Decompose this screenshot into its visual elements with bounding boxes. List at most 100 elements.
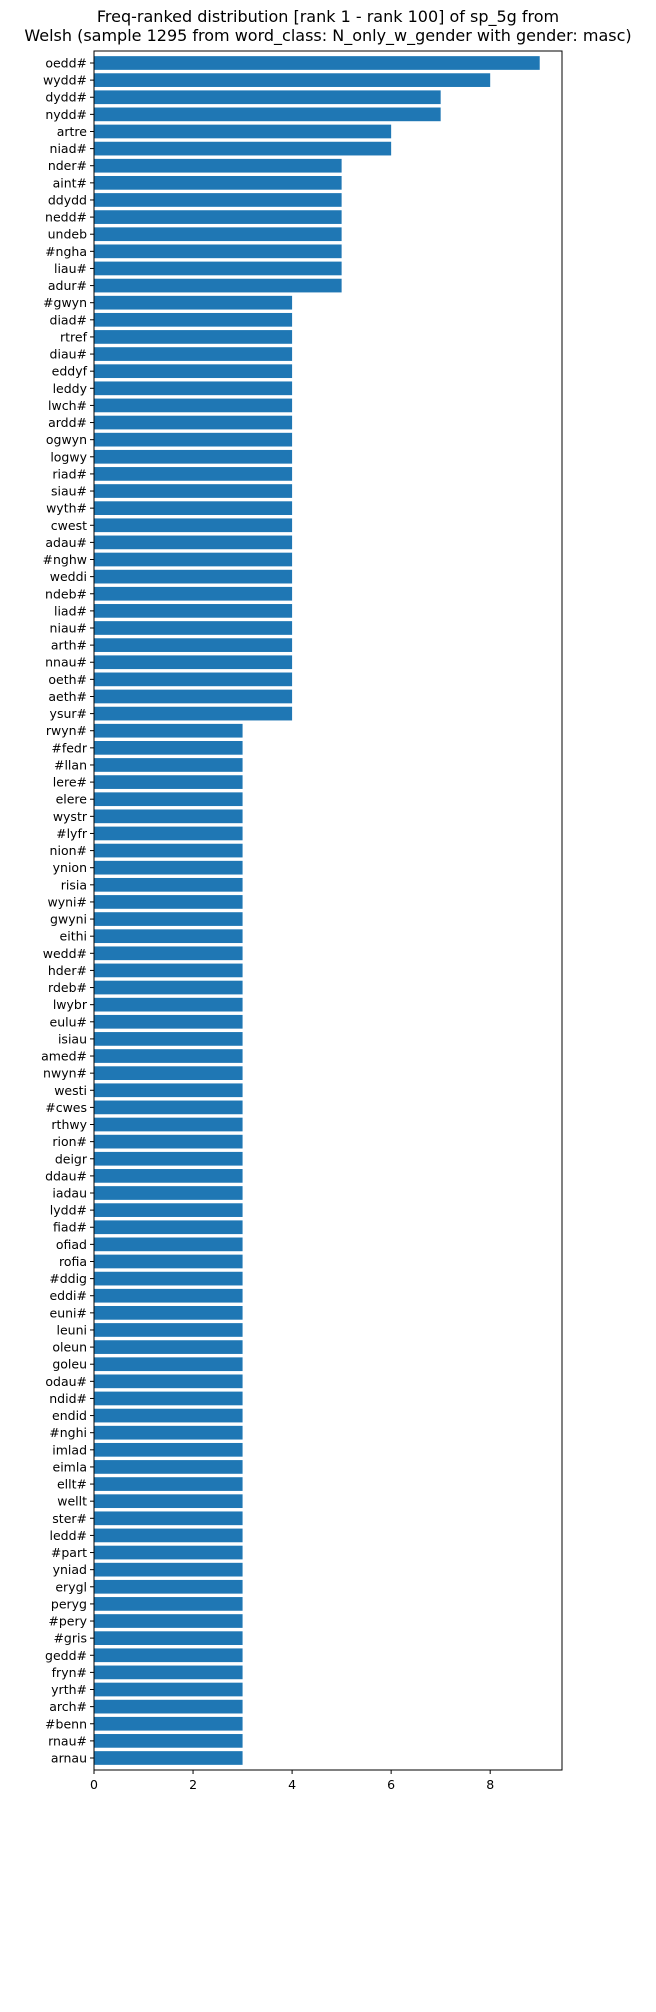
bar bbox=[94, 621, 293, 635]
bar bbox=[94, 1357, 243, 1372]
bar bbox=[94, 1306, 243, 1320]
y-tick-label: oeth# bbox=[48, 672, 87, 687]
bar bbox=[94, 775, 243, 789]
bar bbox=[94, 552, 293, 567]
y-tick-label: ndid# bbox=[49, 1391, 87, 1406]
bar bbox=[94, 1579, 243, 1594]
y-tick-label: rthwy bbox=[51, 1117, 87, 1132]
y-tick-label: diau# bbox=[50, 347, 87, 362]
y-tick-label: #llan bbox=[54, 757, 87, 772]
y-tick-label: wyni# bbox=[48, 894, 88, 909]
y-tick-label: ellt# bbox=[57, 1477, 87, 1492]
bar bbox=[94, 843, 243, 858]
y-tick-label: eddi# bbox=[49, 1288, 87, 1303]
y-tick-label: ardd# bbox=[48, 415, 87, 430]
y-tick-label: wystr bbox=[53, 809, 88, 824]
y-tick-label: #pery bbox=[48, 1614, 87, 1629]
bar bbox=[94, 1254, 243, 1269]
y-tick-label: leuni bbox=[57, 1322, 87, 1337]
y-tick-label: #gris bbox=[53, 1631, 87, 1646]
y-tick-label: wellt bbox=[57, 1494, 87, 1509]
bar bbox=[94, 1391, 243, 1406]
bar bbox=[94, 826, 243, 841]
bar bbox=[94, 1237, 243, 1252]
bar bbox=[94, 877, 243, 892]
bars bbox=[94, 56, 540, 1765]
y-tick-label: ddydd bbox=[48, 192, 87, 207]
y-tick-label: aint# bbox=[53, 175, 87, 190]
bar bbox=[94, 1614, 243, 1628]
bar bbox=[94, 295, 293, 310]
bar bbox=[94, 1699, 243, 1714]
bar bbox=[94, 1323, 243, 1337]
bar bbox=[94, 227, 342, 242]
bar bbox=[94, 672, 293, 687]
bar bbox=[94, 124, 392, 139]
bar bbox=[94, 90, 441, 105]
bar bbox=[94, 1562, 243, 1577]
bar bbox=[94, 569, 293, 584]
y-tick-label: diad# bbox=[50, 312, 87, 327]
bar bbox=[94, 1442, 243, 1457]
y-tick-label: iadau bbox=[52, 1186, 87, 1201]
bar bbox=[94, 484, 293, 498]
y-tick-label: #nghi bbox=[49, 1425, 87, 1440]
y-tick-label: lere# bbox=[53, 775, 87, 790]
y-tick-label: liad# bbox=[54, 603, 87, 618]
y-tick-label: isiau bbox=[58, 1031, 87, 1046]
y-tick-label: wedd# bbox=[43, 946, 87, 961]
bar bbox=[94, 330, 293, 344]
y-tick-label: deigr bbox=[55, 1151, 88, 1166]
bar bbox=[94, 792, 243, 807]
bar bbox=[94, 1220, 243, 1235]
bar bbox=[94, 73, 491, 87]
bar bbox=[94, 1494, 243, 1509]
bar bbox=[94, 604, 293, 618]
y-tick-label: ynion bbox=[53, 860, 87, 875]
y-tick-label: niad# bbox=[50, 141, 87, 156]
y-tick-label: erygl bbox=[55, 1579, 87, 1594]
x-axis-ticks: 0 2 4 6 8 bbox=[90, 1770, 494, 1792]
y-tick-label: lwybr bbox=[53, 997, 88, 1012]
y-tick-label: yrth# bbox=[51, 1682, 87, 1697]
bar bbox=[94, 1271, 243, 1286]
bar bbox=[94, 107, 441, 122]
bar bbox=[94, 1117, 243, 1132]
y-tick-label: goleu bbox=[52, 1357, 87, 1372]
y-tick-label: cwest bbox=[51, 518, 87, 533]
y-tick-label: #fedr bbox=[51, 740, 87, 755]
y-tick-label: riad# bbox=[52, 466, 87, 481]
bar bbox=[94, 946, 243, 961]
y-tick-label: arnau bbox=[51, 1751, 87, 1766]
bar bbox=[94, 415, 293, 430]
y-tick-label: ddau# bbox=[45, 1168, 87, 1183]
bar bbox=[94, 963, 243, 978]
bar bbox=[94, 347, 293, 361]
y-tick-label: #ddig bbox=[49, 1271, 87, 1286]
y-tick-label: rion# bbox=[52, 1134, 87, 1149]
y-tick-label: leddy bbox=[53, 381, 88, 396]
bar bbox=[94, 364, 293, 379]
y-tick-label: risia bbox=[61, 877, 87, 892]
y-tick-label: gedd# bbox=[45, 1648, 87, 1663]
y-tick-label: #gwyn bbox=[43, 295, 87, 310]
y-tick-label: eulu# bbox=[50, 1014, 87, 1029]
y-tick-label: nydd# bbox=[45, 107, 87, 122]
y-tick-label: arch# bbox=[49, 1699, 87, 1714]
y-tick-label: oedd# bbox=[45, 56, 87, 71]
bar bbox=[94, 1049, 243, 1063]
bar bbox=[94, 1734, 243, 1748]
x-tick-label: 0 bbox=[90, 1777, 98, 1792]
bar bbox=[94, 501, 293, 515]
y-tick-label: ster# bbox=[52, 1511, 87, 1526]
y-tick-label: aeth# bbox=[48, 689, 87, 704]
y-tick-label: eddyf bbox=[52, 364, 88, 379]
bar bbox=[94, 929, 243, 944]
y-tick-label: nion# bbox=[50, 843, 87, 858]
bar bbox=[94, 312, 293, 327]
y-tick-label: rnau# bbox=[48, 1733, 87, 1748]
bar bbox=[94, 980, 243, 995]
y-tick-label: euni# bbox=[50, 1305, 87, 1320]
bar bbox=[94, 586, 293, 601]
y-tick-label: #benn bbox=[45, 1716, 87, 1731]
